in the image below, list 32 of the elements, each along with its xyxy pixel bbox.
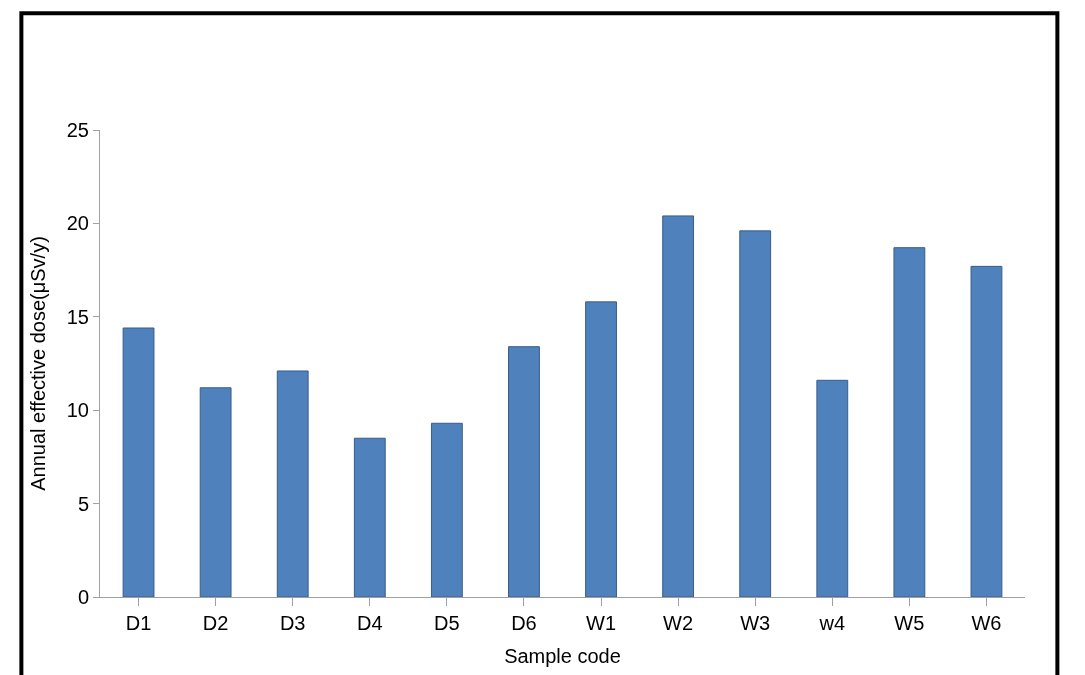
bar xyxy=(508,346,540,597)
bar xyxy=(739,230,772,597)
x-tick-label: D5 xyxy=(434,612,460,634)
y-tick-label: 20 xyxy=(66,212,89,235)
y-tick-label: 0 xyxy=(77,586,89,608)
bar xyxy=(816,379,849,597)
y-tick-label: 25 xyxy=(66,119,89,141)
x-tick-label: D2 xyxy=(202,612,229,634)
bar xyxy=(122,327,155,597)
x-tick-label: W1 xyxy=(586,612,617,634)
y-axis-title: Annual effective dose(μSv/y) xyxy=(27,236,50,491)
y-tick-label: 5 xyxy=(77,492,89,515)
bar xyxy=(662,215,695,597)
y-tick-label: 10 xyxy=(66,399,89,422)
x-tick-label: D3 xyxy=(279,612,306,634)
x-tick-label: D6 xyxy=(511,612,537,634)
x-tick-label: W5 xyxy=(894,612,925,634)
bar xyxy=(893,247,926,597)
bar xyxy=(353,437,386,597)
x-tick-label: W2 xyxy=(663,612,694,634)
bar xyxy=(585,301,617,597)
x-tick-label: W6 xyxy=(971,612,1002,634)
bar xyxy=(430,422,463,597)
x-tick-label: w4 xyxy=(818,612,846,634)
y-tick-label: 15 xyxy=(66,305,89,328)
x-tick-label: D1 xyxy=(125,612,152,634)
bar xyxy=(199,387,232,597)
x-tick-label: W3 xyxy=(740,612,771,634)
bar xyxy=(276,370,309,597)
x-tick-label: D4 xyxy=(357,612,383,634)
x-axis-title: Sample code xyxy=(504,644,621,667)
bar xyxy=(970,265,1003,597)
